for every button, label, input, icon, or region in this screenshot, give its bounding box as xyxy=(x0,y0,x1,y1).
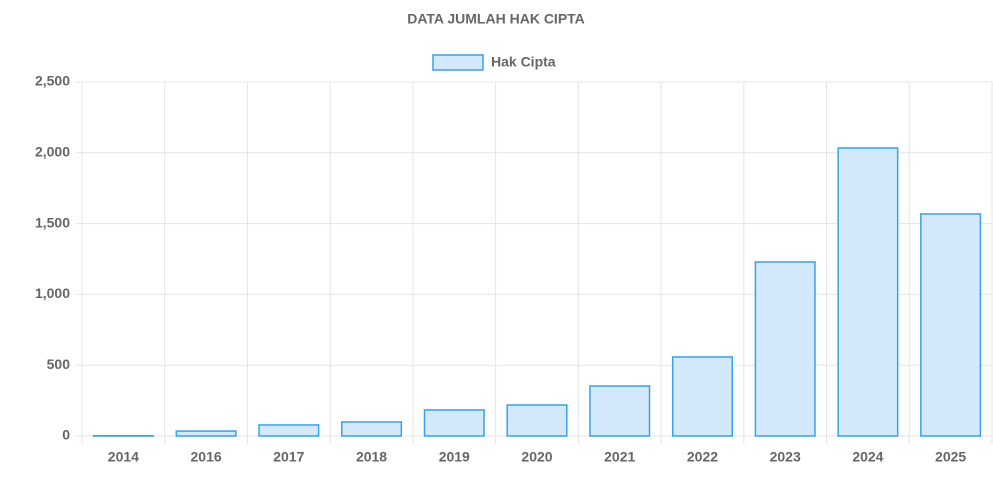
x-tick-label: 2023 xyxy=(770,449,801,465)
bar xyxy=(175,430,237,437)
y-tick-label: 1,000 xyxy=(35,285,70,301)
chart-title: DATA JUMLAH HAK CIPTA xyxy=(407,11,585,27)
y-tick-label: 500 xyxy=(47,356,71,372)
y-tick-label: 0 xyxy=(62,427,70,443)
legend-swatch xyxy=(432,54,484,71)
bar xyxy=(589,385,651,437)
bar xyxy=(754,261,816,437)
bar xyxy=(423,409,485,437)
y-tick-label: 2,000 xyxy=(35,144,70,160)
legend-label: Hak Cipta xyxy=(491,54,556,70)
x-tick-label: 2021 xyxy=(604,449,635,465)
x-tick-label: 2018 xyxy=(356,449,387,465)
bar xyxy=(341,421,403,437)
bar xyxy=(920,213,982,437)
x-tick-label: 2019 xyxy=(439,449,470,465)
y-tick-label: 2,500 xyxy=(35,73,70,89)
bar xyxy=(506,404,568,437)
y-tick-label: 1,500 xyxy=(35,214,70,230)
x-tick-label: 2017 xyxy=(273,449,304,465)
x-tick-label: 2022 xyxy=(687,449,718,465)
x-tick-label: 2024 xyxy=(852,449,883,465)
x-tick-label: 2014 xyxy=(108,449,139,465)
bar xyxy=(671,356,733,437)
x-tick-label: 2025 xyxy=(935,449,966,465)
x-tick-label: 2020 xyxy=(521,449,552,465)
x-tick-label: 2016 xyxy=(191,449,222,465)
bar xyxy=(258,424,320,437)
bar xyxy=(837,147,899,437)
